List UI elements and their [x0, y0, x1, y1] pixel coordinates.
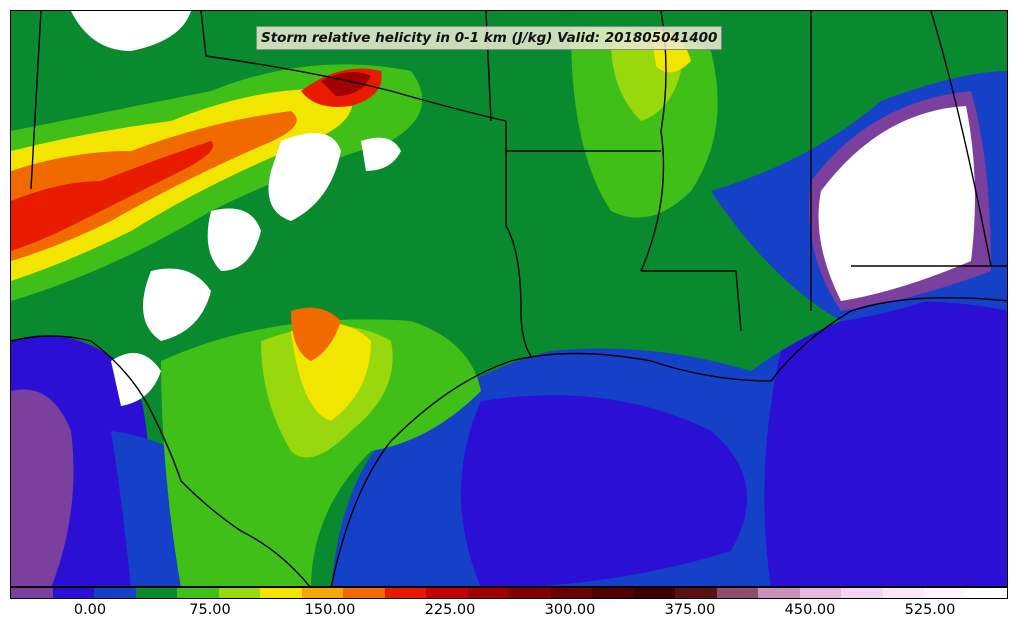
colorbar-tick-label: 75.00 — [189, 602, 231, 618]
helicity-map: Storm relative helicity in 0-1 km (J/kg)… — [10, 10, 1008, 587]
border-ms-la — [641, 270, 742, 332]
west-purple-zone — [11, 389, 74, 586]
colorbar-tick-label: 0.00 — [73, 602, 107, 618]
colorbar-swatch — [301, 588, 343, 598]
border-red-river — [200, 11, 507, 122]
colorbar-swatch — [924, 588, 966, 598]
colorbar-tick-label: 150.00 — [304, 602, 356, 618]
colorbar-swatch — [841, 588, 883, 598]
colorbar-tick-label: 525.00 — [904, 602, 956, 618]
colorbar-tick-labels: 0.00 75.00 150.00 225.00 300.00 375.00 450.00 5… — [10, 602, 1008, 622]
boundaries — [11, 11, 1007, 586]
colorbar-swatch — [633, 588, 675, 598]
border-west-vertical — [30, 11, 42, 190]
valley-green — [571, 28, 718, 218]
colorbar-swatch — [260, 588, 302, 598]
colorbar-swatch — [467, 588, 509, 598]
colorbar-swatch — [799, 588, 841, 598]
coastline — [330, 296, 1007, 586]
colorbar-swatch — [882, 588, 924, 598]
colorbar-swatch — [426, 588, 468, 598]
colorbar-swatch — [509, 588, 551, 598]
white-patch-6 — [361, 137, 401, 171]
north-band-red — [11, 141, 213, 251]
map-canvas — [11, 11, 1007, 586]
colorbar-swatch — [592, 588, 634, 598]
east-white — [818, 106, 975, 301]
white-patch-3 — [207, 208, 261, 271]
colorbar-swatch — [965, 588, 1007, 598]
gulf-blue-patch — [461, 395, 747, 586]
colorbar-swatch — [218, 588, 260, 598]
colorbar-tick-label: 225.00 — [424, 602, 476, 618]
colorbar-tick-label: 450.00 — [784, 602, 836, 618]
colorbar-swatch — [675, 588, 717, 598]
colorbar-swatch — [384, 588, 426, 598]
border-tx-la — [505, 121, 532, 357]
colorbar-swatch — [94, 588, 136, 598]
east-gulf-blue-patch — [764, 301, 1007, 586]
white-patch-1 — [268, 133, 341, 221]
colorbar-swatch — [343, 588, 385, 598]
north-band-orange — [11, 111, 297, 261]
colorbar — [10, 587, 1008, 599]
colorbar-swatch — [550, 588, 592, 598]
white-patch-4 — [111, 353, 161, 406]
colorbar-swatch — [758, 588, 800, 598]
colorbar-swatch — [716, 588, 758, 598]
border-rio-grande — [11, 335, 311, 586]
map-title: Storm relative helicity in 0-1 km (J/kg)… — [256, 26, 723, 50]
colorbar-swatch — [52, 588, 94, 598]
border-al-ga — [930, 11, 992, 267]
colorbar-swatch — [135, 588, 177, 598]
colorbar-tick-label: 300.00 — [544, 602, 596, 618]
colorbar-tick-label: 375.00 — [664, 602, 716, 618]
white-patch-5 — [71, 11, 191, 51]
central-orange — [291, 307, 341, 361]
colorbar-swatch — [177, 588, 219, 598]
white-patch-2 — [143, 268, 211, 341]
colorbar-swatch — [11, 588, 53, 598]
